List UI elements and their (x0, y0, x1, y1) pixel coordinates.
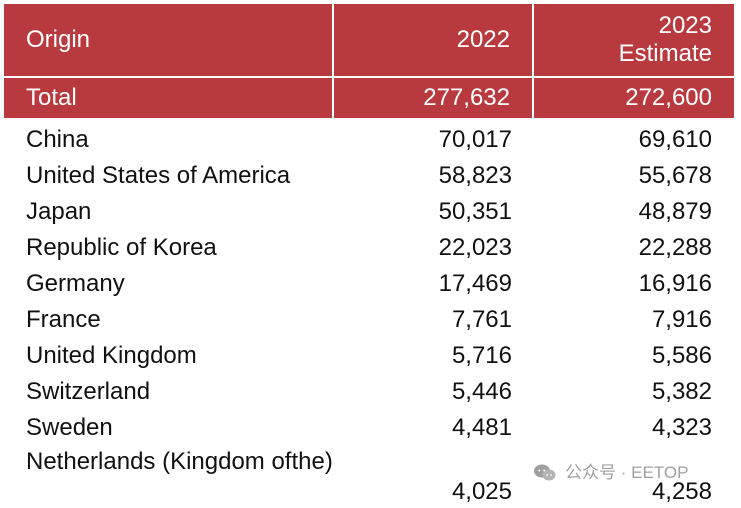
table-row: France 7,761 7,916 (4, 302, 734, 338)
value-2023-cell: 16,916 (638, 270, 712, 297)
table-row: Japan 50,351 48,879 (4, 194, 734, 230)
origin-cell: Republic of Korea (26, 234, 217, 261)
origin-cell: Germany (26, 270, 125, 297)
origin-line: Netherlands (Kingdom of (26, 448, 292, 475)
total-row: Total 277,632 272,600 (4, 78, 734, 118)
watermark: 公众号 · EETOP (533, 463, 688, 483)
wechat-icon (534, 464, 556, 481)
table-row: China 70,017 69,610 (4, 122, 734, 158)
value-2022-cell: 17,469 (438, 270, 512, 297)
value-2022-cell: 4,481 (451, 414, 512, 441)
data-table: Origin 2022 2023 Estimate Total 277,632 … (4, 4, 734, 508)
year-2022-column-header: 2022 (334, 4, 534, 76)
table-row: Germany 17,469 16,916 (4, 266, 734, 302)
table-row: Switzerland 5,446 5,382 (4, 374, 734, 410)
table-header-row: Origin 2022 2023 Estimate (4, 4, 734, 78)
value-2022-cell: 58,823 (438, 162, 512, 189)
table-row: United States of America 58,823 55,678 (4, 158, 734, 194)
value-2023-cell: 5,586 (651, 342, 712, 369)
value-2023-cell: 69,610 (638, 126, 712, 153)
origin-cell: China (26, 126, 89, 153)
table-row: Republic of Korea 22,023 22,288 (4, 230, 734, 266)
total-2022-value: 277,632 (334, 78, 534, 118)
origin-column-header: Origin (4, 4, 334, 76)
origin-cell: United States of America (26, 162, 291, 189)
total-label: Total (4, 78, 334, 118)
value-2022-cell: 5,716 (451, 342, 512, 369)
origin-line: the) (291, 448, 333, 475)
total-2023-value: 272,600 (625, 84, 712, 111)
origin-cell: United Kingdom (26, 342, 197, 369)
origin-cell: Switzerland (26, 378, 151, 405)
estimate-header-line: Estimate (618, 40, 712, 67)
value-2023-cell: 4,323 (651, 414, 712, 441)
watermark-text: 公众号 · EETOP (565, 463, 689, 482)
value-2023-cell: 7,916 (651, 306, 712, 333)
value-2023-cell: 55,678 (638, 162, 712, 189)
origin-cell: Sweden (26, 414, 113, 441)
value-2023-cell: 4,258 (651, 478, 712, 505)
origin-cell: France (26, 306, 101, 333)
table-row: Sweden 4,481 4,323 (4, 410, 734, 446)
value-2022-cell: 22,023 (438, 234, 512, 261)
origin-cell: Netherlands (Kingdom of the) (4, 446, 334, 508)
value-2022-cell: 7,761 (451, 306, 512, 333)
table-row: United Kingdom 5,716 5,586 (4, 338, 734, 374)
value-2022-cell: 4,025 (451, 478, 512, 505)
origin-cell: Japan (26, 198, 92, 225)
value-2022-cell: 50,351 (438, 198, 512, 225)
value-2023-cell: 5,382 (651, 378, 712, 405)
year-2023-header-line: 2023 (658, 12, 712, 39)
value-2022-cell: 5,446 (451, 378, 512, 405)
value-2022-cell: 70,017 (438, 126, 512, 153)
value-2023-cell: 48,879 (638, 198, 712, 225)
value-2023-cell: 22,288 (638, 234, 712, 261)
year-2023-estimate-column-header: 2023 Estimate (534, 4, 734, 76)
table-row: Netherlands (Kingdom of the) 4,025 4,258 (4, 446, 734, 508)
